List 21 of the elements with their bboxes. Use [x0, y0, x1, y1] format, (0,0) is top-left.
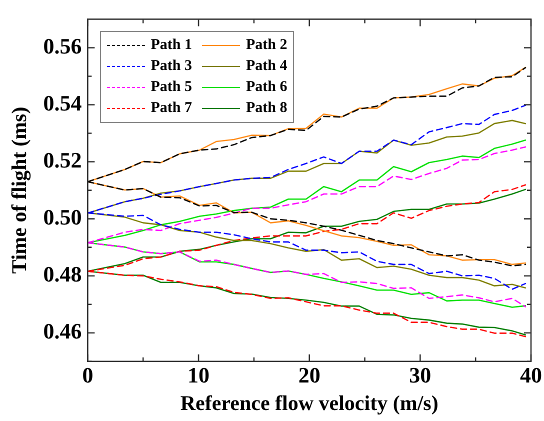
y-tick-label: 0.50: [43, 204, 82, 230]
legend-label: Path 5: [150, 79, 192, 96]
legend-label: Path 6: [246, 79, 288, 96]
legend-label: Path 4: [246, 58, 288, 76]
legend-label: Path 2: [246, 37, 288, 54]
y-axis-title: Time of flight (ms): [7, 106, 32, 274]
x-axis-title: Reference flow velocity (m/s): [180, 390, 438, 415]
y-tick-label: 0.52: [43, 147, 82, 172]
x-tick-label: 30: [409, 362, 432, 388]
y-tick-label: 0.46: [43, 318, 82, 344]
x-tick-label: 40: [520, 362, 542, 388]
x-tick-label: 0: [82, 362, 94, 388]
legend-label: Path 8: [246, 100, 288, 118]
legend-label: Path 7: [150, 100, 192, 118]
legend-label: Path 1: [150, 37, 192, 54]
x-tick-label: 20: [298, 362, 320, 388]
y-tick-label: 0.56: [43, 33, 82, 58]
x-tick-label: 10: [188, 362, 210, 388]
y-tick-label: 0.54: [43, 90, 82, 116]
legend-label: Path 3: [150, 58, 192, 76]
y-tick-label: 0.48: [43, 262, 82, 287]
